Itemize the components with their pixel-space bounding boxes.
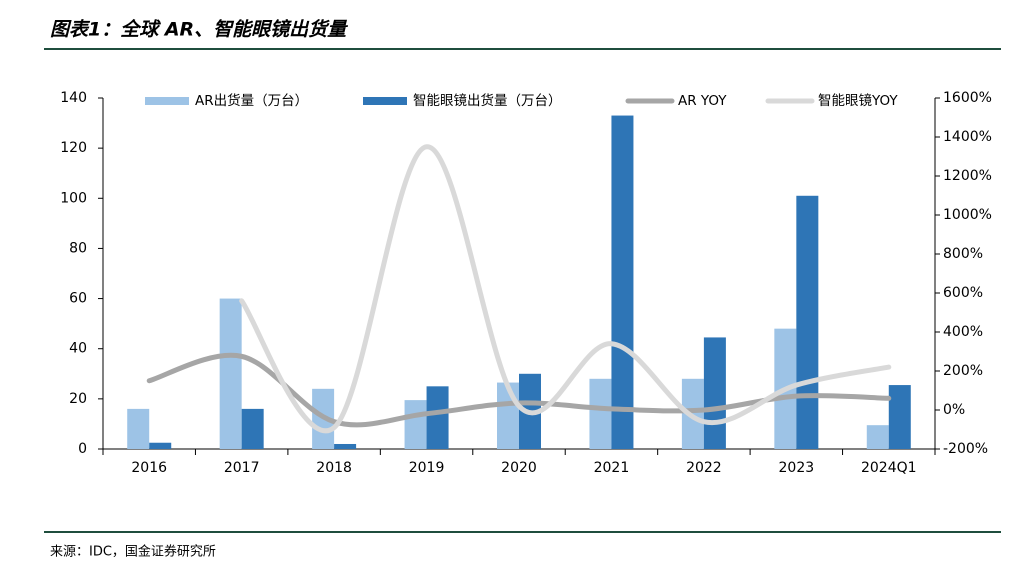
x-tick-label: 2019 [409, 460, 445, 476]
x-tick-label: 2023 [779, 460, 815, 476]
y-tick-label: 20 [69, 391, 87, 407]
bar [888, 385, 911, 449]
y2-tick-label: 1200% [943, 168, 992, 184]
legend-label: AR YOY [678, 93, 727, 109]
x-tick-label: 2017 [224, 460, 260, 476]
bar [241, 408, 264, 449]
bar [611, 115, 634, 450]
x-tick-label: 2016 [131, 460, 167, 476]
legend-swatch [145, 97, 189, 105]
x-tick-label: 2024Q1 [861, 460, 917, 476]
y-tick-label: 80 [69, 240, 87, 256]
y2-tick-label: 600% [943, 285, 983, 301]
y-tick-label: 120 [60, 140, 87, 156]
y2-tick-label: 200% [943, 363, 983, 379]
legend-label: 智能眼镜YOY [818, 93, 898, 109]
line [239, 144, 892, 434]
source: 来源：IDC，国金证券研究所 [50, 544, 216, 560]
bar [589, 378, 612, 449]
x-tick-label: 2018 [316, 460, 352, 476]
y2-tick-label: 1600% [943, 90, 992, 106]
y2-tick-label: 800% [943, 246, 983, 262]
y2-tick-label: 1000% [943, 207, 992, 223]
bar [796, 195, 819, 449]
bar [219, 298, 242, 449]
y-tick-label: 0 [78, 441, 87, 457]
y2-tick-label: 0% [943, 402, 965, 418]
page-title: 图表1：全球 AR、智能眼镜出货量 [50, 19, 348, 41]
bar [866, 425, 889, 449]
bar [426, 386, 449, 449]
bar [703, 337, 726, 449]
y2-tick-label: 400% [943, 324, 983, 340]
y-tick-label: 40 [69, 341, 87, 357]
y-tick-label: 60 [69, 291, 87, 307]
bar [404, 400, 427, 449]
legend-label: AR出货量（万台） [195, 92, 308, 109]
bar [127, 408, 150, 449]
y2-tick-label: 1400% [943, 129, 992, 145]
legend-swatch [363, 97, 407, 105]
title-rule [44, 48, 1001, 50]
x-tick-label: 2022 [686, 460, 722, 476]
legend-label: 智能眼镜出货量（万台） [413, 92, 562, 109]
x-tick-label: 2021 [594, 460, 630, 476]
bar [149, 442, 172, 449]
x-tick-label: 2020 [501, 460, 537, 476]
bar [334, 443, 357, 449]
footer-rule [44, 531, 1001, 533]
y-tick-label: 100 [60, 190, 87, 206]
y2-tick-label: -200% [943, 441, 988, 457]
y-tick-label: 140 [60, 90, 87, 106]
